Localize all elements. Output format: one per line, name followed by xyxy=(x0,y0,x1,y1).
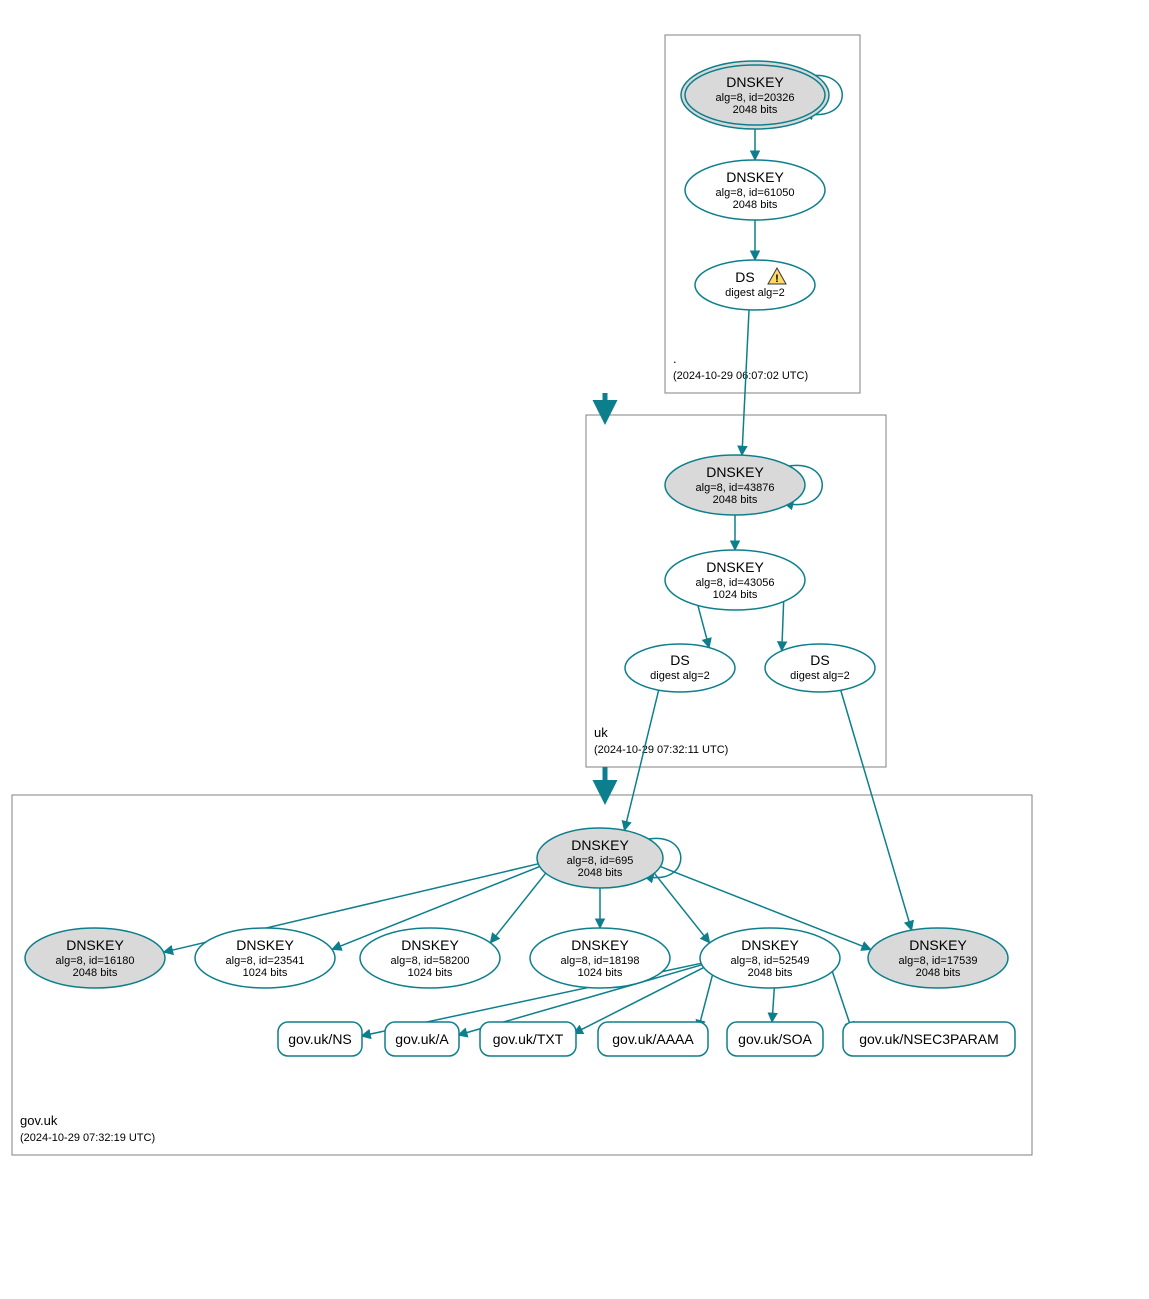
svg-text:alg=8, id=43876: alg=8, id=43876 xyxy=(696,482,775,494)
svg-text:1024 bits: 1024 bits xyxy=(243,967,288,979)
svg-text:gov.uk/A: gov.uk/A xyxy=(395,1031,449,1047)
svg-text:DNSKEY: DNSKEY xyxy=(706,559,764,575)
svg-text:2048 bits: 2048 bits xyxy=(578,867,623,879)
svg-text:2048 bits: 2048 bits xyxy=(916,967,961,979)
svg-text:digest alg=2: digest alg=2 xyxy=(790,670,850,682)
node-root_ds: DS digest alg=2! xyxy=(695,260,815,310)
node-rr_ns: gov.uk/NS xyxy=(278,1022,362,1056)
zone-timestamp: (2024-10-29 07:32:19 UTC) xyxy=(20,1132,155,1144)
svg-text:DNSKEY: DNSKEY xyxy=(401,937,459,953)
svg-text:alg=8, id=43056: alg=8, id=43056 xyxy=(696,577,775,589)
svg-text:gov.uk/NSEC3PARAM: gov.uk/NSEC3PARAM xyxy=(859,1031,999,1047)
svg-text:DS: DS xyxy=(810,652,829,668)
svg-text:alg=8, id=695: alg=8, id=695 xyxy=(567,855,634,867)
svg-text:alg=8, id=23541: alg=8, id=23541 xyxy=(226,955,305,967)
svg-text:alg=8, id=17539: alg=8, id=17539 xyxy=(899,955,978,967)
node-rr_txt: gov.uk/TXT xyxy=(480,1022,576,1056)
node-uk_zsk: DNSKEY alg=8, id=430561024 bits xyxy=(665,550,805,610)
svg-text:1024 bits: 1024 bits xyxy=(578,967,623,979)
node-gov_ksk: DNSKEY alg=8, id=6952048 bits xyxy=(537,828,663,888)
node-gov_k5: DNSKEY alg=8, id=525492048 bits xyxy=(700,928,840,988)
svg-text:alg=8, id=52549: alg=8, id=52549 xyxy=(731,955,810,967)
svg-text:gov.uk/SOA: gov.uk/SOA xyxy=(738,1031,812,1047)
svg-text:alg=8, id=58200: alg=8, id=58200 xyxy=(391,955,470,967)
node-gov_k4: DNSKEY alg=8, id=181981024 bits xyxy=(530,928,670,988)
node-rr_a: gov.uk/A xyxy=(385,1022,459,1056)
svg-text:DNSKEY: DNSKEY xyxy=(726,74,784,90)
svg-text:2048 bits: 2048 bits xyxy=(733,104,778,116)
svg-text:alg=8, id=16180: alg=8, id=16180 xyxy=(56,955,135,967)
svg-text:DNSKEY: DNSKEY xyxy=(741,937,799,953)
node-uk_ds2: DS digest alg=2 xyxy=(765,644,875,692)
node-gov_k3: DNSKEY alg=8, id=582001024 bits xyxy=(360,928,500,988)
svg-text:1024 bits: 1024 bits xyxy=(713,589,758,601)
svg-text:DNSKEY: DNSKEY xyxy=(66,937,124,953)
svg-text:2048 bits: 2048 bits xyxy=(73,967,118,979)
node-root_zsk: DNSKEY alg=8, id=610502048 bits xyxy=(685,160,825,220)
node-gov_k2: DNSKEY alg=8, id=235411024 bits xyxy=(195,928,335,988)
zone-label: . xyxy=(673,351,677,366)
node-uk_ksk: DNSKEY alg=8, id=438762048 bits xyxy=(665,455,805,515)
svg-text:DS: DS xyxy=(735,269,754,285)
svg-text:alg=8, id=61050: alg=8, id=61050 xyxy=(716,187,795,199)
svg-text:DNSKEY: DNSKEY xyxy=(236,937,294,953)
zone-label: gov.uk xyxy=(20,1113,58,1128)
svg-text:DNSKEY: DNSKEY xyxy=(571,937,629,953)
node-rr_aaaa: gov.uk/AAAA xyxy=(598,1022,708,1056)
node-gov_k1: DNSKEY alg=8, id=161802048 bits xyxy=(25,928,165,988)
svg-text:gov.uk/NS: gov.uk/NS xyxy=(288,1031,352,1047)
svg-text:DNSKEY: DNSKEY xyxy=(909,937,967,953)
svg-text:2048 bits: 2048 bits xyxy=(748,967,793,979)
svg-text:digest alg=2: digest alg=2 xyxy=(725,287,785,299)
svg-text:2048 bits: 2048 bits xyxy=(733,199,778,211)
zone-timestamp: (2024-10-29 07:32:11 UTC) xyxy=(594,744,728,756)
svg-text:digest alg=2: digest alg=2 xyxy=(650,670,710,682)
svg-text:1024 bits: 1024 bits xyxy=(408,967,453,979)
node-rr_soa: gov.uk/SOA xyxy=(727,1022,823,1056)
node-root_ksk: DNSKEY alg=8, id=203262048 bits xyxy=(681,61,829,129)
svg-text:DNSKEY: DNSKEY xyxy=(726,169,784,185)
svg-text:DS: DS xyxy=(670,652,689,668)
svg-text:gov.uk/TXT: gov.uk/TXT xyxy=(493,1031,564,1047)
node-rr_nsec: gov.uk/NSEC3PARAM xyxy=(843,1022,1015,1056)
dnssec-diagram: . (2024-10-29 06:07:02 UTC) uk (2024-10-29 … xyxy=(0,0,1149,1299)
warning-icon-mark: ! xyxy=(775,273,779,285)
node-uk_ds1: DS digest alg=2 xyxy=(625,644,735,692)
svg-text:gov.uk/AAAA: gov.uk/AAAA xyxy=(612,1031,694,1047)
zone-label: uk xyxy=(594,725,608,740)
node-gov_k6: DNSKEY alg=8, id=175392048 bits xyxy=(868,928,1008,988)
edges xyxy=(164,75,912,1036)
svg-text:DNSKEY: DNSKEY xyxy=(706,464,764,480)
svg-text:alg=8, id=18198: alg=8, id=18198 xyxy=(561,955,640,967)
svg-text:2048 bits: 2048 bits xyxy=(713,494,758,506)
svg-text:DNSKEY: DNSKEY xyxy=(571,837,629,853)
zone-timestamp: (2024-10-29 06:07:02 UTC) xyxy=(673,370,808,382)
svg-text:alg=8, id=20326: alg=8, id=20326 xyxy=(716,92,795,104)
